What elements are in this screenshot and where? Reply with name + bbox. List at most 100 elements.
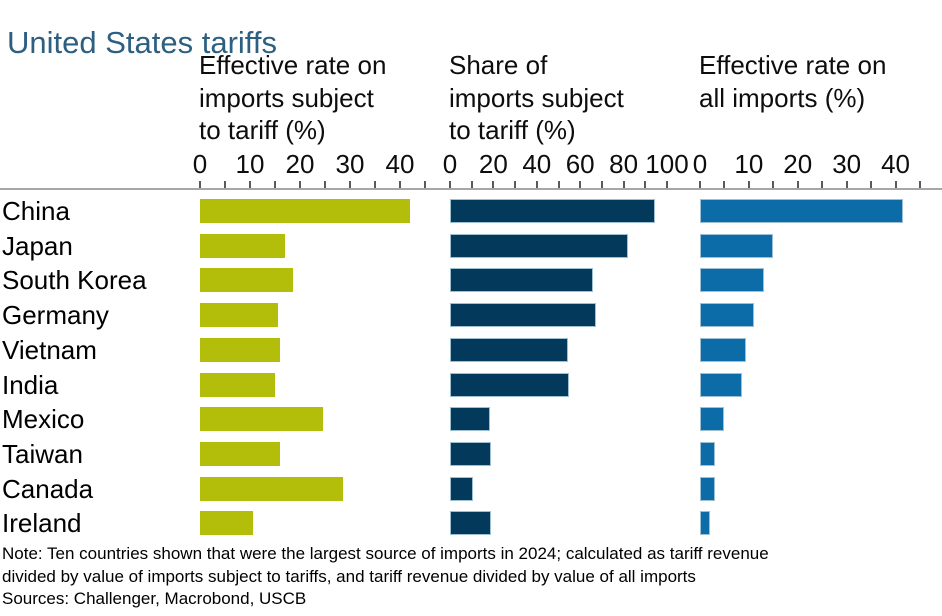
country-label: Japan (2, 230, 73, 261)
axis-tick (821, 181, 824, 188)
bar (450, 476, 473, 501)
axis-tick (870, 181, 873, 188)
bar (450, 303, 597, 328)
panel-header-line: imports subject (449, 82, 624, 113)
panel-header-line: Share of (449, 50, 548, 80)
axis-tick (579, 181, 582, 188)
country-label: Mexico (2, 404, 85, 435)
axis-tick (492, 181, 495, 188)
bar (450, 372, 570, 397)
axis-tick-label: 30 (335, 149, 365, 179)
axis-tick-label: 0 (192, 149, 208, 179)
axis-tick (424, 181, 426, 188)
axis-tick-label: 30 (832, 149, 862, 179)
axis-tick (274, 181, 276, 188)
bar (450, 233, 628, 258)
bar (700, 268, 764, 293)
bar (450, 407, 491, 432)
axis-tick (374, 181, 376, 188)
axis-tick-label: 40 (522, 149, 552, 179)
bar (450, 199, 656, 223)
bar (700, 303, 754, 328)
axis-tick-label: 40 (385, 149, 415, 179)
axis-tick (723, 181, 726, 188)
axis-tick-label: 20 (285, 149, 315, 179)
bar (200, 303, 278, 328)
axis-tick (514, 181, 517, 188)
bar (450, 268, 594, 293)
bar (700, 233, 774, 258)
bar (200, 337, 280, 362)
country-label: India (2, 369, 59, 400)
axis-tick (199, 181, 201, 188)
panel-header-line: Effective rate on (699, 50, 887, 80)
country-label: Canada (2, 473, 94, 504)
axis-tick (399, 181, 401, 188)
axis-tick (772, 181, 775, 188)
axis-tick-label: 80 (609, 149, 639, 179)
bar (200, 199, 410, 223)
axis-tick (249, 181, 251, 188)
bar (450, 511, 492, 536)
bar (700, 199, 903, 223)
country-label: Ireland (2, 508, 82, 539)
axis-tick (622, 181, 625, 188)
bar (200, 372, 275, 397)
axis-tick (324, 181, 326, 188)
axis-tick (470, 181, 473, 188)
bar (700, 372, 742, 397)
axis-tick-label: 20 (478, 149, 508, 179)
axis-tick-label: 10 (734, 149, 764, 179)
axis-tick-label: 0 (442, 149, 458, 179)
note-line: Note: Ten countries shown that were the … (2, 544, 769, 563)
axis-tick (796, 181, 799, 188)
bar (200, 511, 253, 536)
country-label: Taiwan (2, 438, 83, 469)
country-label: China (2, 196, 70, 226)
axis-tick (557, 181, 560, 188)
bar (450, 441, 492, 466)
axis-tick (224, 181, 226, 188)
country-label: South Korea (2, 265, 147, 296)
axis-tick (449, 181, 451, 188)
bar (200, 233, 285, 258)
bar (200, 441, 280, 466)
bar (200, 476, 343, 501)
axis-tick (299, 181, 301, 188)
note-line: divided by value of imports subject to t… (2, 566, 696, 586)
panel-header-line: to tariff (%) (449, 115, 576, 145)
axis-tick-label: 100 (645, 149, 689, 179)
axis-tick-label: 10 (235, 149, 265, 179)
axis-tick (894, 181, 897, 188)
axis-tick (644, 181, 647, 188)
bar (200, 268, 293, 293)
bar (700, 441, 715, 466)
bar (700, 407, 725, 432)
footnotes: Note: Ten countries shown that were the … (2, 543, 922, 611)
axis-tick (699, 181, 701, 188)
bar (200, 407, 323, 432)
page-title: United States tariffs (7, 24, 277, 60)
axis-tick-label: 40 (881, 149, 910, 179)
bar (700, 337, 747, 362)
axis-tick (600, 181, 603, 188)
axis-tick (845, 181, 848, 188)
sources-line: Sources: Challenger, Macrobond, USCB (2, 589, 307, 608)
panel-header-line: to tariff (%) (199, 115, 326, 145)
axis-line (0, 188, 942, 190)
panel-header-line: all imports (%) (699, 82, 866, 113)
bar (450, 337, 569, 362)
axis-tick (919, 181, 921, 188)
bar (700, 511, 710, 536)
axis-tick-label: 0 (692, 149, 708, 179)
panel-header-line: imports subject (199, 82, 374, 113)
axis-tick (535, 181, 538, 188)
panel-header-line: Effective rate on (199, 50, 387, 80)
axis-tick-label: 20 (783, 149, 813, 179)
axis-tick (747, 181, 750, 188)
country-label: Germany (2, 300, 109, 331)
country-label: Vietnam (2, 334, 97, 365)
axis-tick (349, 181, 351, 188)
axis-tick-label: 60 (565, 149, 595, 179)
